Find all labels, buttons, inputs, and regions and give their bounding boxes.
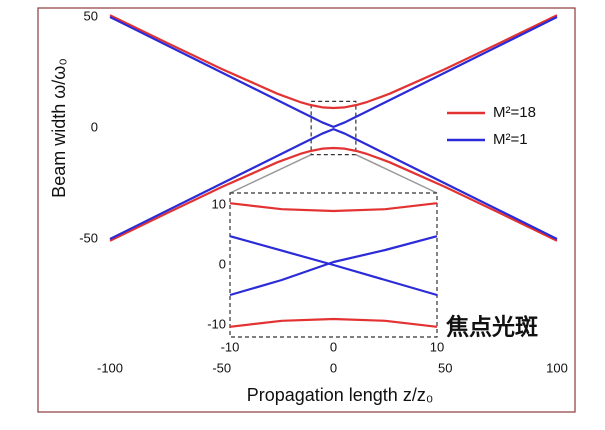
x-tick-label: 10 bbox=[430, 339, 444, 354]
y-tick-label: 50 bbox=[84, 8, 98, 23]
zoom-box bbox=[310, 100, 357, 156]
legend-label: M²=1 bbox=[493, 131, 528, 148]
legend-label: M²=18 bbox=[493, 104, 536, 121]
y-tick-label: -10 bbox=[207, 316, 226, 331]
x-tick-label: 100 bbox=[546, 360, 568, 375]
watermark: 焦点光斑 bbox=[446, 313, 538, 339]
series-line bbox=[229, 317, 438, 328]
zoom-connector bbox=[355, 153, 438, 194]
series-line bbox=[229, 202, 438, 213]
x-tick-label: 50 bbox=[438, 360, 452, 375]
x-axis-label: Propagation length z/z₀ bbox=[247, 385, 434, 405]
figure-border bbox=[37, 7, 576, 413]
y-tick-label: 0 bbox=[219, 256, 226, 271]
x-tick-label: 0 bbox=[330, 360, 337, 375]
y-axis-label: Beam width ω/ω₀ bbox=[49, 58, 69, 198]
series-line bbox=[109, 146, 558, 242]
x-tick-label: -50 bbox=[212, 360, 231, 375]
x-tick-label: -100 bbox=[97, 360, 123, 375]
y-tick-label: -50 bbox=[79, 230, 98, 245]
x-tick-label: -10 bbox=[221, 339, 240, 354]
series-line bbox=[109, 128, 558, 240]
series-line bbox=[229, 235, 438, 297]
series-line bbox=[229, 235, 438, 297]
x-tick-label: 0 bbox=[330, 339, 337, 354]
y-tick-label: 10 bbox=[212, 196, 226, 211]
series-line bbox=[109, 14, 558, 110]
y-tick-label: 0 bbox=[91, 119, 98, 134]
zoom-connector bbox=[229, 153, 312, 194]
series-line bbox=[109, 16, 558, 128]
